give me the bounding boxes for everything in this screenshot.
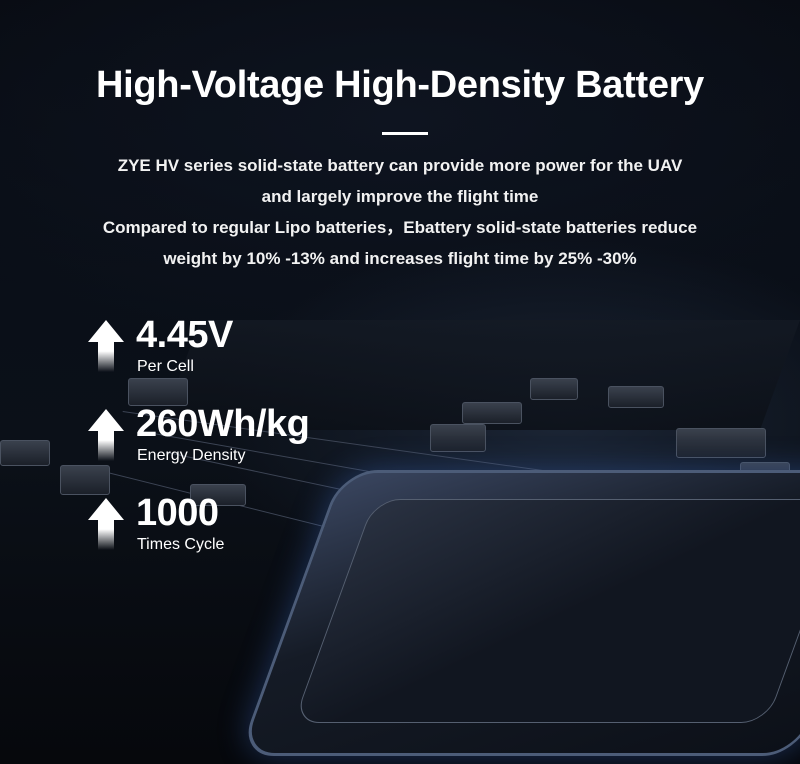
description-line: weight by 10% -13% and increases flight …: [163, 249, 637, 268]
stat-label: Times Cycle: [137, 536, 225, 553]
stat-value: 4.45V: [136, 314, 233, 356]
arrow-up-icon: [88, 498, 124, 550]
page-title: High-Voltage High-Density Battery: [95, 64, 704, 106]
description-line: ZYE HV series solid-state battery can pr…: [117, 156, 683, 175]
arrow-up-icon: [88, 409, 124, 461]
stat-label: Energy Density: [137, 447, 246, 464]
description: ZYE HV series solid-state battery can pr…: [0, 150, 800, 274]
stat-value: 1000: [136, 492, 219, 534]
stat-value: 260Wh/kg: [136, 403, 310, 445]
description-line: Compared to regular Lipo batteries，Ebatt…: [102, 218, 698, 237]
description-line: and largely improve the flight time: [261, 187, 539, 206]
stat-label: Per Cell: [137, 358, 194, 375]
processor-chip: [237, 470, 800, 756]
arrow-up-icon: [88, 320, 124, 372]
title-divider: [382, 132, 428, 135]
